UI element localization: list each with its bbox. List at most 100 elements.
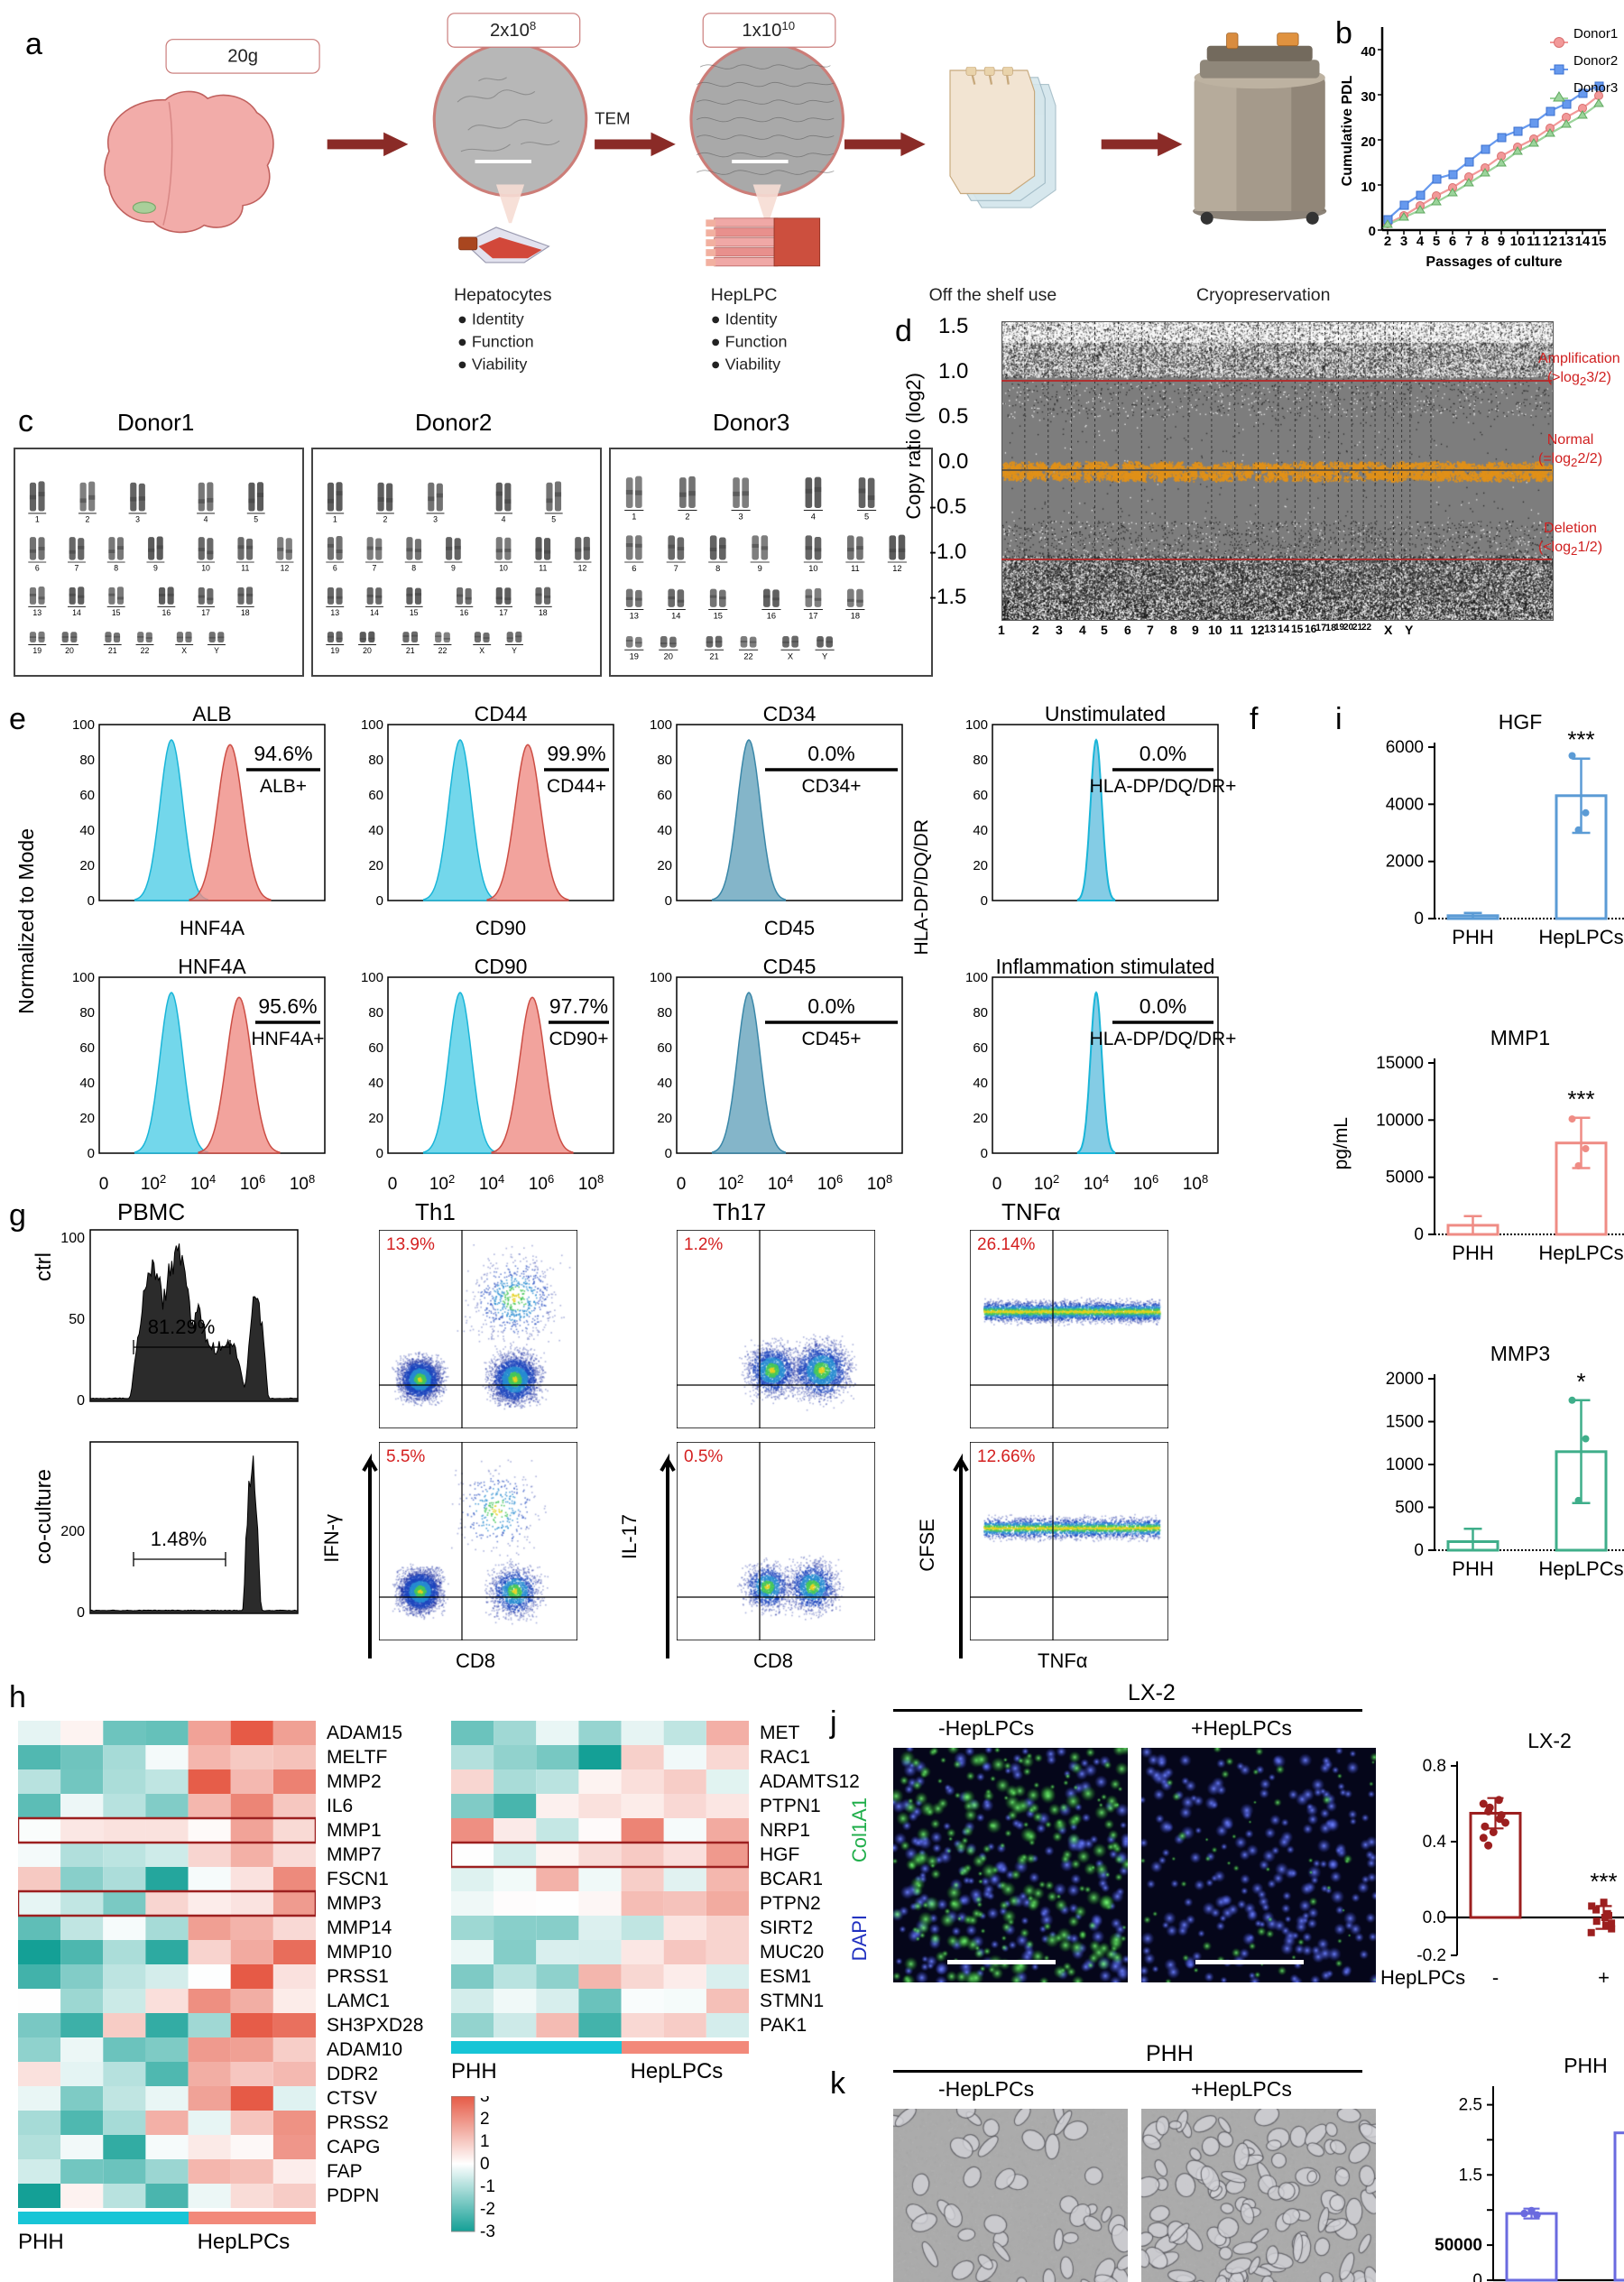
svg-text:100: 100 [72, 717, 95, 733]
svg-text:0: 0 [981, 1146, 988, 1161]
svg-text:80: 80 [973, 1005, 988, 1021]
svg-text:106: 106 [240, 1172, 265, 1195]
svg-text:21: 21 [108, 646, 117, 655]
svg-text:6: 6 [632, 564, 636, 573]
svg-text:99.9%: 99.9% [547, 742, 605, 765]
svg-text:1500: 1500 [1386, 1413, 1424, 1432]
svg-text:1: 1 [333, 514, 337, 523]
svg-text:11: 11 [851, 564, 860, 573]
svg-text:9: 9 [1498, 234, 1505, 249]
svg-text:108: 108 [290, 1172, 315, 1195]
svg-text:0.0%: 0.0% [807, 742, 854, 765]
svg-text:102: 102 [718, 1172, 743, 1195]
svg-text:19: 19 [32, 646, 42, 655]
svg-text:19: 19 [630, 651, 639, 661]
svg-text:8: 8 [715, 564, 720, 573]
svg-text:2: 2 [685, 513, 689, 522]
svg-text:-2: -2 [480, 2200, 495, 2219]
svg-text:HepLPCs: HepLPCs [1380, 1966, 1465, 1989]
svg-text:10: 10 [1510, 234, 1526, 249]
svg-text:18: 18 [241, 608, 250, 617]
svg-text:0: 0 [992, 1175, 1002, 1194]
svg-text:50: 50 [69, 1312, 85, 1327]
svg-text:LX-2: LX-2 [1527, 1729, 1572, 1752]
svg-text:5.5%: 5.5% [386, 1447, 425, 1466]
svg-text:100: 100 [361, 717, 383, 733]
svg-text:CD90+: CD90+ [549, 1029, 609, 1049]
svg-text:13: 13 [630, 612, 639, 621]
svg-text:Cumulative PDL: Cumulative PDL [1340, 75, 1355, 186]
svg-text:CD90: CD90 [475, 917, 526, 939]
svg-text:7: 7 [1465, 234, 1472, 249]
svg-text:0: 0 [376, 1146, 383, 1161]
svg-text:40: 40 [657, 1076, 672, 1091]
svg-text:0: 0 [1414, 910, 1424, 929]
svg-text:60: 60 [79, 788, 95, 803]
svg-text:5: 5 [864, 513, 869, 522]
svg-text:4: 4 [502, 514, 506, 523]
svg-text:102: 102 [141, 1172, 166, 1195]
svg-text:40: 40 [368, 1076, 383, 1091]
svg-text:12: 12 [281, 564, 290, 573]
svg-text:21: 21 [406, 646, 415, 655]
svg-text:5: 5 [551, 514, 556, 523]
svg-text:200: 200 [60, 1524, 85, 1539]
svg-text:CD45: CD45 [763, 955, 817, 978]
svg-text:4: 4 [204, 514, 208, 523]
svg-text:6000: 6000 [1386, 738, 1424, 757]
svg-text:40: 40 [1361, 44, 1376, 60]
svg-text:CD45: CD45 [764, 917, 815, 939]
svg-text:0.8: 0.8 [1423, 1757, 1446, 1776]
svg-text:108: 108 [1183, 1172, 1208, 1195]
svg-text:11: 11 [241, 564, 249, 573]
svg-text:5000: 5000 [1386, 1169, 1424, 1187]
svg-text:15: 15 [714, 612, 723, 621]
svg-text:104: 104 [768, 1172, 793, 1195]
svg-text:Y: Y [214, 646, 219, 655]
svg-text:HLA-DP/DQ/DR+: HLA-DP/DQ/DR+ [1090, 1029, 1237, 1049]
svg-text:0: 0 [388, 1175, 398, 1194]
svg-text:20: 20 [363, 646, 372, 655]
svg-text:6: 6 [333, 564, 337, 573]
svg-text:2x108: 2x108 [490, 18, 536, 41]
svg-text:-: - [1492, 1966, 1499, 1989]
svg-text:CD34+: CD34+ [802, 776, 862, 797]
svg-text:Inflammation stimulated: Inflammation stimulated [996, 955, 1215, 978]
svg-text:7: 7 [75, 564, 79, 573]
svg-text:100: 100 [60, 1231, 85, 1246]
svg-text:106: 106 [1133, 1172, 1158, 1195]
svg-text:X: X [181, 646, 187, 655]
svg-text:80: 80 [368, 1005, 383, 1021]
svg-text:100: 100 [965, 970, 988, 985]
svg-text:4000: 4000 [1386, 795, 1424, 814]
svg-text:40: 40 [368, 823, 383, 838]
svg-text:0: 0 [77, 1393, 85, 1409]
svg-text:60: 60 [973, 788, 988, 803]
svg-text:***: *** [1590, 1868, 1617, 1895]
svg-text:HepLPCs: HepLPCs [1538, 926, 1623, 948]
svg-text:1.2%: 1.2% [684, 1235, 723, 1254]
svg-text:104: 104 [190, 1172, 216, 1195]
svg-text:15: 15 [1592, 234, 1607, 249]
svg-text:PHH: PHH [1564, 2054, 1608, 2077]
svg-text:18: 18 [539, 608, 548, 617]
svg-text:*: * [1576, 1368, 1585, 1395]
svg-text:0.0%: 0.0% [1140, 742, 1186, 765]
svg-text:20: 20 [368, 1111, 383, 1126]
svg-text:CD44: CD44 [475, 702, 528, 725]
svg-text:X: X [788, 651, 793, 661]
svg-text:CD45+: CD45+ [802, 1029, 862, 1049]
svg-text:108: 108 [578, 1172, 604, 1195]
svg-text:0.4: 0.4 [1423, 1833, 1447, 1852]
svg-text:PHH: PHH [1452, 1557, 1493, 1580]
svg-text:0: 0 [99, 1175, 109, 1194]
svg-text:ALB: ALB [192, 702, 231, 725]
svg-text:2: 2 [480, 2110, 490, 2129]
svg-text:15000: 15000 [1376, 1054, 1424, 1073]
svg-text:40: 40 [657, 823, 672, 838]
svg-text:2.5: 2.5 [1459, 2096, 1482, 2115]
svg-text:0: 0 [480, 2155, 490, 2174]
svg-text:22: 22 [141, 646, 150, 655]
svg-text:Y: Y [822, 651, 827, 661]
svg-text:5: 5 [254, 514, 258, 523]
